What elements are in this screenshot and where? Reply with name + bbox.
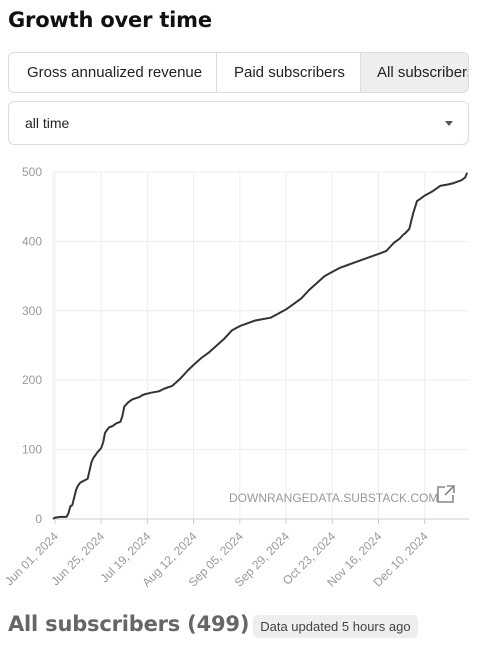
y-tick-label: 500	[22, 165, 42, 179]
y-axis-ticks: 0 100 200 300 400 500	[22, 165, 42, 526]
y-tick-label: 400	[22, 234, 42, 248]
time-range-select[interactable]: all time	[8, 101, 469, 145]
y-tick-label: 100	[22, 443, 42, 457]
subscriber-count-title: All subscribers (499)	[8, 612, 250, 636]
data-updated-badge: Data updated 5 hours ago	[253, 614, 418, 638]
y-tick-label: 0	[35, 512, 42, 526]
footer: All subscribers (499) Data updated 5 hou…	[8, 612, 418, 638]
page-title: Growth over time	[8, 8, 212, 32]
chart-grid	[53, 171, 469, 519]
y-tick-label: 300	[22, 304, 42, 318]
external-link-icon[interactable]	[437, 485, 455, 503]
time-range-value: all time	[25, 115, 70, 131]
tab-gross-annualized-revenue[interactable]: Gross annualized revenue	[9, 53, 217, 92]
y-tick-label: 200	[22, 373, 42, 387]
series-line	[52, 172, 469, 520]
tab-all-subscribers[interactable]: All subscribers	[361, 53, 468, 92]
metric-tabs: Gross annualized revenue Paid subscriber…	[8, 52, 469, 93]
chevron-down-icon	[445, 121, 453, 126]
tab-paid-subscribers[interactable]: Paid subscribers	[217, 53, 361, 92]
watermark-text: DOWNRANGEDATA.SUBSTACK.COM	[229, 491, 438, 505]
